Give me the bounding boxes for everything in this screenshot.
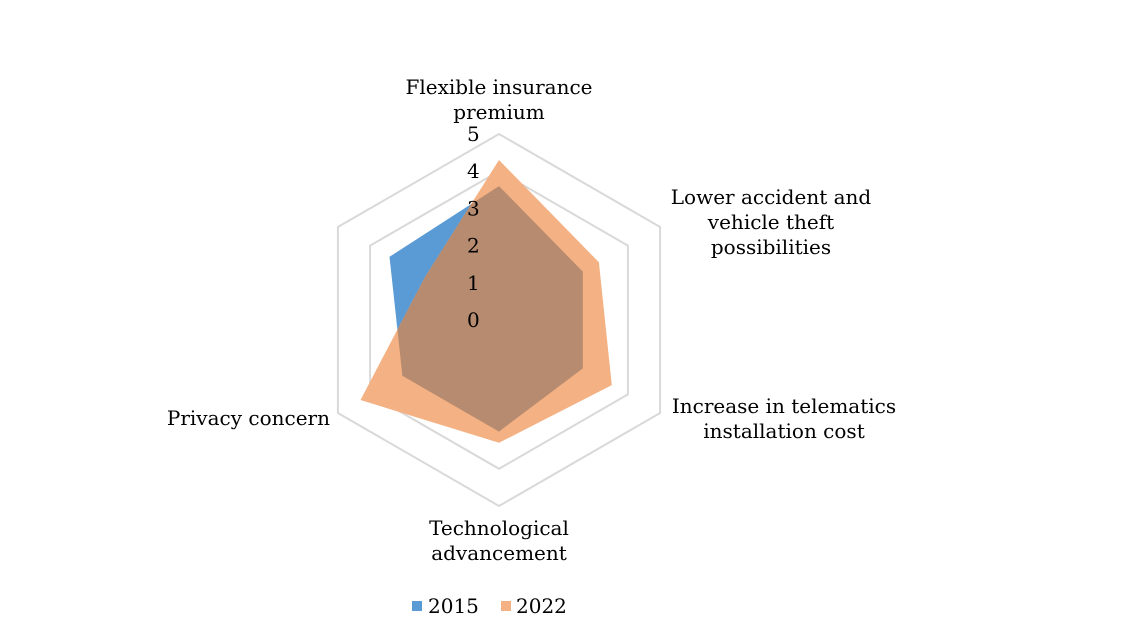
category-label-2: Increase in telematics installation cost <box>672 394 896 443</box>
tick-layer: 0 1 2 3 4 5 <box>467 122 480 332</box>
legend-item-2022: 2022 <box>501 594 567 618</box>
tick-label-1: 1 <box>467 271 480 295</box>
grid-layer <box>336 132 662 508</box>
category-label-layer: Flexible insurance premium Lower accident … <box>167 75 896 565</box>
category-label-4: Privacy concern <box>167 406 330 430</box>
category-label-3: Technological advancement <box>429 516 569 565</box>
legend-item-2015: 2015 <box>412 594 479 618</box>
tick-label-2: 2 <box>467 234 480 258</box>
tick-label-3: 3 <box>467 196 480 220</box>
category-label-1: Lower accident and vehicle theft possibili… <box>671 185 872 259</box>
tick-label-0: 0 <box>467 308 480 332</box>
legend-label-2015: 2015 <box>428 594 479 618</box>
grid-ring-4 <box>369 170 629 470</box>
category-label-0: Flexible insurance premium <box>405 75 592 124</box>
legend-swatch-2015 <box>412 601 422 611</box>
tick-label-4: 4 <box>467 159 480 183</box>
legend-label-2022: 2022 <box>516 594 567 618</box>
legend: 2015 2022 <box>412 594 567 618</box>
tick-label-5: 5 <box>467 122 480 146</box>
legend-swatch-2022 <box>501 601 511 611</box>
series-layer <box>360 160 612 443</box>
grid-ring-5 <box>336 132 662 508</box>
